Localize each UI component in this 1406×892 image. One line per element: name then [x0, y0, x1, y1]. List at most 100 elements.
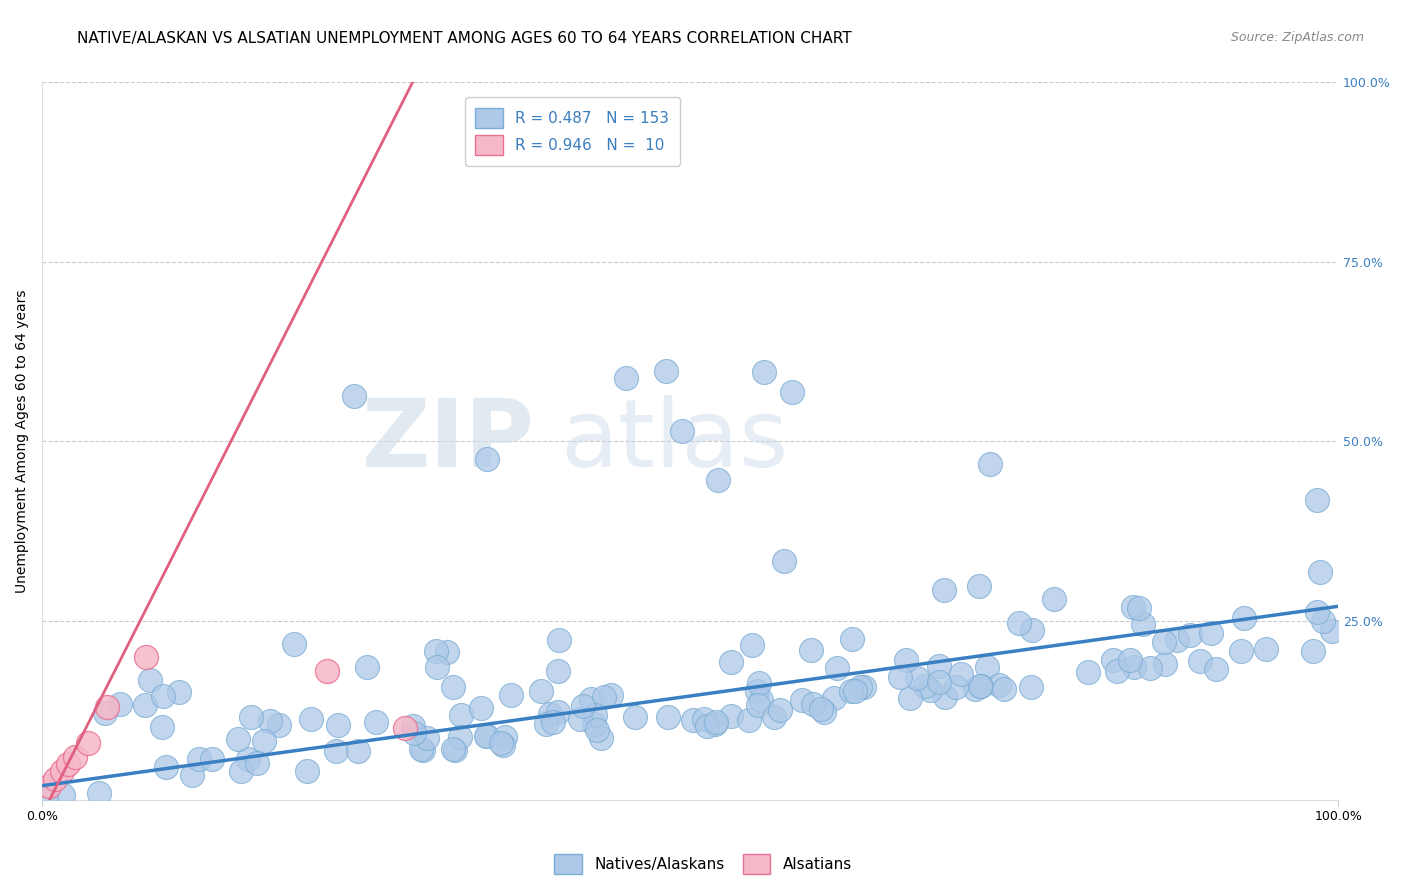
Point: [747, 698, 769, 713]
Point: [426, 659, 449, 673]
Point: [411, 741, 433, 756]
Point: [976, 660, 998, 674]
Point: [169, 685, 191, 699]
Point: [844, 684, 866, 698]
Point: [1008, 616, 1031, 631]
Text: ZIP: ZIP: [361, 395, 534, 487]
Point: [450, 708, 472, 723]
Point: [593, 690, 616, 705]
Point: [579, 691, 602, 706]
Point: [299, 712, 322, 726]
Point: [568, 712, 591, 726]
Point: [905, 671, 928, 685]
Point: [253, 734, 276, 748]
Point: [402, 726, 425, 740]
Point: [741, 638, 763, 652]
Point: [1306, 492, 1329, 507]
Point: [693, 712, 716, 726]
Point: [1132, 616, 1154, 631]
Point: [76, 736, 98, 750]
Point: [896, 653, 918, 667]
Point: [825, 661, 848, 675]
Point: [108, 698, 131, 712]
Point: [963, 682, 986, 697]
Point: [704, 717, 727, 731]
Point: [583, 707, 606, 722]
Point: [1102, 653, 1125, 667]
Point: [1166, 633, 1188, 648]
Point: [226, 732, 249, 747]
Text: Source: ZipAtlas.com: Source: ZipAtlas.com: [1230, 31, 1364, 45]
Point: [51, 764, 73, 779]
Point: [624, 709, 647, 723]
Legend: R = 0.487   N = 153, R = 0.946   N =  10: R = 0.487 N = 153, R = 0.946 N = 10: [464, 97, 679, 166]
Point: [538, 707, 561, 722]
Point: [586, 723, 609, 737]
Point: [945, 680, 967, 694]
Point: [325, 744, 347, 758]
Point: [1021, 623, 1043, 637]
Point: [394, 721, 416, 735]
Point: [475, 729, 498, 743]
Point: [267, 717, 290, 731]
Point: [1153, 635, 1175, 649]
Point: [436, 644, 458, 658]
Point: [1306, 605, 1329, 619]
Point: [56, 757, 79, 772]
Point: [155, 760, 177, 774]
Point: [316, 664, 339, 678]
Point: [470, 700, 492, 714]
Point: [1205, 662, 1227, 676]
Point: [181, 767, 204, 781]
Point: [614, 371, 637, 385]
Point: [823, 690, 845, 705]
Point: [841, 632, 863, 646]
Point: [347, 744, 370, 758]
Point: [571, 698, 593, 713]
Point: [696, 718, 718, 732]
Point: [34, 791, 56, 805]
Point: [748, 675, 770, 690]
Point: [853, 680, 876, 694]
Point: [1122, 659, 1144, 673]
Point: [801, 697, 824, 711]
Point: [536, 717, 558, 731]
Point: [671, 424, 693, 438]
Point: [749, 692, 772, 706]
Point: [752, 365, 775, 379]
Point: [283, 637, 305, 651]
Point: [94, 706, 117, 720]
Point: [932, 582, 955, 597]
Point: [1178, 628, 1201, 642]
Point: [1312, 614, 1334, 628]
Point: [1043, 591, 1066, 606]
Point: [1122, 599, 1144, 614]
Point: [343, 389, 366, 403]
Point: [543, 714, 565, 729]
Point: [326, 718, 349, 732]
Point: [530, 684, 553, 698]
Point: [475, 730, 498, 744]
Point: [979, 457, 1001, 471]
Point: [229, 764, 252, 778]
Point: [1302, 643, 1324, 657]
Point: [583, 716, 606, 731]
Point: [492, 738, 515, 752]
Point: [737, 714, 759, 728]
Point: [1105, 665, 1128, 679]
Point: [187, 752, 209, 766]
Point: [769, 703, 792, 717]
Point: [87, 786, 110, 800]
Point: [139, 673, 162, 688]
Point: [547, 705, 569, 719]
Point: [1128, 601, 1150, 615]
Point: [745, 684, 768, 698]
Point: [547, 664, 569, 678]
Legend: Natives/Alaskans, Alsatians: Natives/Alaskans, Alsatians: [548, 848, 858, 880]
Point: [993, 681, 1015, 696]
Point: [1154, 657, 1177, 671]
Point: [1119, 653, 1142, 667]
Point: [1139, 661, 1161, 675]
Point: [918, 683, 941, 698]
Point: [762, 710, 785, 724]
